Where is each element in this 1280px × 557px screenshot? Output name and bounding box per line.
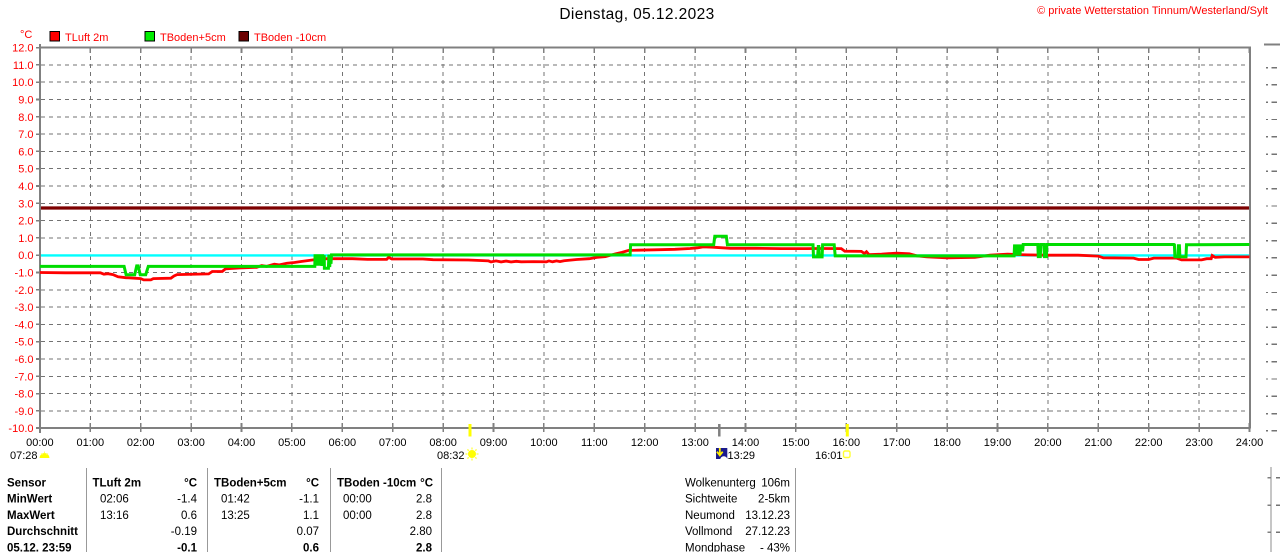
svg-text:11:00: 11:00 <box>581 437 608 449</box>
svg-text:7.0: 7.0 <box>18 129 33 141</box>
svg-text:4.0: 4.0 <box>18 181 33 193</box>
svg-text:Mondphase: Mondphase <box>685 542 745 552</box>
svg-text:-9.0: -9.0 <box>15 406 34 418</box>
svg-text:6.0: 6.0 <box>18 146 33 158</box>
svg-text:09:00: 09:00 <box>480 437 508 449</box>
svg-text:2.8: 2.8 <box>416 494 432 506</box>
svg-text:12:00: 12:00 <box>631 437 659 449</box>
svg-text:01:00: 01:00 <box>77 437 105 449</box>
svg-text:08:32: 08:32 <box>437 450 465 462</box>
svg-text:00:00: 00:00 <box>343 510 372 522</box>
svg-text:06:00: 06:00 <box>329 437 357 449</box>
svg-text:2.8: 2.8 <box>416 542 433 552</box>
svg-text:13.12.23: 13.12.23 <box>745 510 790 522</box>
svg-text:TLuft 2m: TLuft 2m <box>93 478 142 490</box>
svg-text:14:00: 14:00 <box>732 437 760 449</box>
svg-text:-2.0: -2.0 <box>15 285 34 297</box>
svg-text:02:00: 02:00 <box>127 437 155 449</box>
svg-text:- 43%: - 43% <box>760 542 790 552</box>
svg-text:2.80: 2.80 <box>410 526 432 538</box>
svg-text:21:00: 21:00 <box>1085 437 1113 449</box>
svg-text:20:00: 20:00 <box>1034 437 1062 449</box>
svg-text:-3.0: -3.0 <box>15 302 34 314</box>
svg-text:TBoden -10cm: TBoden -10cm <box>254 32 326 44</box>
svg-text:05.12. 23:59: 05.12. 23:59 <box>7 542 72 552</box>
svg-text:2.8: 2.8 <box>416 510 432 522</box>
svg-text:10:00: 10:00 <box>530 437 558 449</box>
svg-text:-5.0: -5.0 <box>15 337 34 349</box>
svg-text:2.0: 2.0 <box>18 216 33 228</box>
svg-text:01:42: 01:42 <box>221 494 250 506</box>
svg-text:18:00: 18:00 <box>933 437 961 449</box>
svg-text:Wolkenunterg: Wolkenunterg <box>685 478 756 490</box>
svg-text:Sichtweite: Sichtweite <box>685 494 737 506</box>
svg-text:°C: °C <box>20 29 32 41</box>
svg-text:MinWert: MinWert <box>7 494 52 506</box>
svg-text:13:00: 13:00 <box>681 437 709 449</box>
svg-text:03:00: 03:00 <box>177 437 205 449</box>
svg-text:19:00: 19:00 <box>984 437 1012 449</box>
svg-text:-4.0: -4.0 <box>15 319 34 331</box>
svg-text:13:29: 13:29 <box>728 450 756 462</box>
svg-text:MaxWert: MaxWert <box>7 510 55 522</box>
svg-text:1.0: 1.0 <box>18 233 33 245</box>
svg-text:Neumond: Neumond <box>685 510 735 522</box>
svg-text:02:06: 02:06 <box>100 494 129 506</box>
svg-text:-1.1: -1.1 <box>299 494 319 506</box>
svg-text:Dienstag, 05.12.2023: Dienstag, 05.12.2023 <box>559 6 714 23</box>
svg-text:-8.0: -8.0 <box>15 389 34 401</box>
svg-text:15:00: 15:00 <box>782 437 810 449</box>
svg-text:5.0: 5.0 <box>18 164 33 176</box>
svg-text:0.07: 0.07 <box>297 526 319 538</box>
svg-text:08:00: 08:00 <box>429 437 457 449</box>
svg-text:0.6: 0.6 <box>181 510 197 522</box>
svg-text:9.0: 9.0 <box>18 95 33 107</box>
svg-text:°C: °C <box>306 478 319 490</box>
svg-text:-7.0: -7.0 <box>15 371 34 383</box>
svg-text:04:00: 04:00 <box>228 437 256 449</box>
svg-text:°C: °C <box>184 478 197 490</box>
svg-text:Vollmond: Vollmond <box>685 526 732 538</box>
svg-text:23:00: 23:00 <box>1185 437 1213 449</box>
svg-text:11.0: 11.0 <box>13 60 34 72</box>
svg-text:-0.1: -0.1 <box>177 542 197 552</box>
svg-text:TBoden+5cm: TBoden+5cm <box>160 32 226 44</box>
svg-text:12.0: 12.0 <box>12 43 33 55</box>
svg-text:°C: °C <box>420 478 433 490</box>
svg-text:00:00: 00:00 <box>343 494 372 506</box>
svg-text:0.6: 0.6 <box>303 542 319 552</box>
svg-text:-1.0: -1.0 <box>15 268 34 280</box>
svg-text:TLuft 2m: TLuft 2m <box>65 32 108 44</box>
svg-text:Durchschnitt: Durchschnitt <box>7 526 78 538</box>
svg-text:106m: 106m <box>761 478 790 490</box>
svg-text:00:00: 00:00 <box>26 437 54 449</box>
svg-text:17:00: 17:00 <box>883 437 911 449</box>
svg-text:-0.19: -0.19 <box>171 526 197 538</box>
svg-text:0.0: 0.0 <box>18 250 33 262</box>
svg-text:10.0: 10.0 <box>12 77 33 89</box>
svg-text:13:25: 13:25 <box>221 510 250 522</box>
svg-text:22:00: 22:00 <box>1135 437 1163 449</box>
svg-text:05:00: 05:00 <box>278 437 306 449</box>
svg-text:Sensor: Sensor <box>7 478 47 490</box>
svg-text:3.0: 3.0 <box>18 198 33 210</box>
svg-text:8.0: 8.0 <box>18 112 33 124</box>
svg-text:-10.0: -10.0 <box>8 423 33 435</box>
svg-text:-1.4: -1.4 <box>177 494 197 506</box>
svg-text:16:00: 16:00 <box>833 437 861 449</box>
svg-text:27.12.23: 27.12.23 <box>745 526 790 538</box>
svg-text:07:00: 07:00 <box>379 437 407 449</box>
svg-text:1.1: 1.1 <box>303 510 319 522</box>
svg-text:13:16: 13:16 <box>100 510 129 522</box>
svg-text:-6.0: -6.0 <box>15 354 34 366</box>
svg-text:24:00: 24:00 <box>1236 437 1264 449</box>
svg-text:TBoden+5cm: TBoden+5cm <box>214 478 287 490</box>
svg-text:TBoden -10cm: TBoden -10cm <box>337 478 416 490</box>
svg-text:16:01: 16:01 <box>815 450 843 462</box>
svg-text:2-5km: 2-5km <box>758 494 790 506</box>
svg-text:07:28: 07:28 <box>10 450 38 462</box>
svg-text:© private Wetterstation Tinnum: © private Wetterstation Tinnum/Westerlan… <box>1037 5 1268 17</box>
